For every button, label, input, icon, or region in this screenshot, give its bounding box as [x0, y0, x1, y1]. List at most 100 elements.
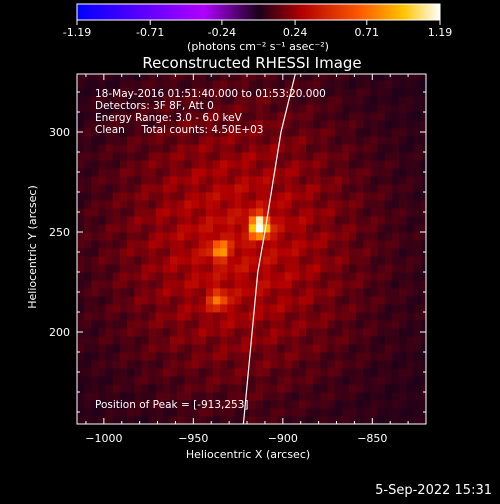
heatmap-cell: [220, 192, 228, 201]
heatmap-cell: [306, 240, 314, 249]
heatmap-cell: [234, 288, 243, 297]
heatmap-cell: [399, 352, 407, 361]
heatmap-cell: [155, 112, 164, 121]
heatmap-cell: [220, 416, 228, 424]
heatmap-cell: [191, 112, 200, 121]
heatmap-cell: [270, 128, 278, 137]
heatmap-cell: [349, 152, 357, 161]
heatmap-cell: [91, 160, 99, 169]
heatmap-cell: [306, 136, 314, 145]
heatmap-cell: [119, 104, 128, 113]
heatmap-cell: [184, 80, 192, 89]
heatmap-cell: [127, 336, 135, 345]
heatmap-cell: [241, 376, 250, 385]
heatmap-cell: [320, 104, 328, 113]
heatmap-cell: [413, 192, 422, 201]
heatmap-cell: [241, 256, 250, 265]
heatmap-cell: [363, 248, 371, 257]
heatmap-cell: [91, 336, 99, 345]
heatmap-cell: [270, 232, 278, 241]
heatmap-cell: [298, 176, 307, 185]
heatmap-cell: [255, 392, 264, 401]
heatmap-cell: [234, 104, 243, 113]
heatmap-cell: [399, 256, 407, 265]
heatmap-cell: [277, 160, 286, 169]
heatmap-cell: [349, 168, 357, 177]
heatmap-cell: [248, 344, 257, 353]
heatmap-cell: [399, 296, 407, 305]
heatmap-cell: [227, 336, 235, 345]
heatmap-cell: [391, 144, 400, 153]
heatmap-cell: [191, 240, 200, 249]
heatmap-cell: [391, 360, 400, 369]
heatmap-cell: [306, 152, 314, 161]
heatmap-cell: [105, 240, 114, 249]
y-tick-label: 300: [49, 126, 70, 139]
heatmap-cell: [391, 74, 400, 81]
heatmap-cell: [134, 152, 142, 161]
heatmap-cell: [141, 208, 149, 217]
heatmap-cell: [205, 328, 214, 337]
heatmap-cell: [327, 408, 336, 417]
heatmap-cell: [313, 112, 321, 121]
heatmap-cell: [134, 184, 142, 193]
heatmap-cell: [363, 296, 371, 305]
heatmap-cell: [234, 216, 243, 225]
heatmap-cell: [241, 288, 250, 297]
heatmap-cell: [148, 264, 157, 273]
heatmap-cell: [313, 224, 321, 233]
heatmap-cell: [170, 376, 178, 385]
heatmap-cell: [320, 336, 328, 345]
heatmap-cell: [313, 192, 321, 201]
heatmap-cell: [420, 112, 426, 121]
heatmap-cell: [234, 352, 243, 361]
heatmap-cell: [184, 288, 192, 297]
heatmap-cell: [420, 312, 426, 321]
heatmap-cell: [349, 120, 357, 129]
heatmap-cell: [241, 144, 250, 153]
solar-limb-curve: [242, 74, 296, 424]
heatmap-cell: [127, 136, 135, 145]
heatmap-cell: [112, 160, 121, 169]
heatmap-cell: [248, 288, 257, 297]
heatmap-cell: [241, 160, 250, 169]
heatmap-cell: [291, 104, 300, 113]
heatmap-cell: [234, 208, 243, 217]
heatmap-cell: [141, 136, 149, 145]
heatmap-cell: [119, 264, 128, 273]
heatmap-cell: [377, 208, 386, 217]
heatmap-cell: [320, 360, 328, 369]
heatmap-cell: [98, 400, 107, 409]
heatmap-cell: [227, 392, 235, 401]
heatmap-cell: [248, 248, 257, 257]
heatmap-cell: [356, 160, 364, 169]
heatmap-cell: [363, 128, 371, 137]
heatmap-cell: [349, 304, 357, 313]
heatmap-cell: [241, 320, 250, 329]
heatmap-cell: [134, 320, 142, 329]
heatmap-cell: [377, 168, 386, 177]
heatmap-cell: [198, 400, 207, 409]
heatmap-cell: [241, 296, 250, 305]
heatmap-cell: [248, 208, 257, 217]
heatmap-cell: [284, 88, 293, 97]
heatmap-cell: [399, 208, 407, 217]
heatmap-cell: [255, 296, 264, 305]
heatmap-cell: [291, 256, 300, 265]
heatmap-cell: [263, 232, 271, 241]
heatmap-cell: [77, 408, 85, 417]
heatmap-cell: [399, 112, 407, 121]
heatmap-cell: [98, 96, 107, 105]
heatmap-cell: [220, 184, 228, 193]
heatmap-cell: [84, 184, 92, 193]
heatmap-cell: [84, 344, 92, 353]
y-tick-label: 200: [49, 326, 70, 339]
heatmap-cell: [191, 400, 200, 409]
heatmap-cell: [356, 96, 364, 105]
heatmap-cell: [263, 88, 271, 97]
heatmap-cell: [162, 248, 171, 257]
heatmap-cell: [306, 232, 314, 241]
heatmap-cell: [341, 152, 350, 161]
heatmap-cell: [134, 96, 142, 105]
